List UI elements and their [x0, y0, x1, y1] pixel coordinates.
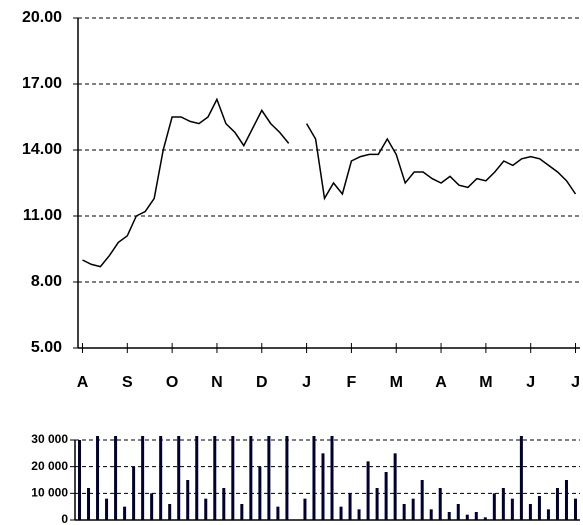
volume-bar	[222, 488, 226, 520]
x-tick-label: J	[302, 374, 311, 391]
volume-bar	[195, 436, 199, 520]
volume-bar	[375, 488, 379, 520]
volume-bar	[321, 453, 325, 520]
volume-bar	[339, 506, 343, 520]
volume-bar	[276, 506, 280, 520]
y-tick-label: 20.00	[22, 9, 62, 26]
volume-bar	[564, 480, 568, 520]
volume-bar	[213, 436, 217, 520]
volume-bar	[537, 496, 541, 520]
volume-bar	[330, 436, 334, 520]
volume-bar	[384, 472, 388, 520]
volume-bar	[123, 506, 127, 520]
volume-bar	[159, 436, 163, 520]
y-tick-label: 20 000	[31, 459, 68, 473]
volume-bar	[231, 436, 235, 520]
volume-bar	[303, 498, 307, 520]
x-tick-label: N	[211, 374, 223, 391]
volume-bar	[402, 504, 406, 520]
volume-bar	[447, 512, 451, 520]
volume-bar	[429, 509, 433, 520]
volume-bar	[312, 436, 316, 520]
x-tick-label: M	[390, 374, 403, 391]
volume-bar	[141, 436, 145, 520]
volume-bar	[258, 466, 262, 520]
volume-bar	[546, 509, 550, 520]
volume-bar	[528, 504, 532, 520]
volume-bar	[267, 436, 271, 520]
y-tick-label: 11.00	[23, 207, 62, 224]
x-tick-label: J	[571, 374, 580, 391]
volume-bar	[456, 504, 460, 520]
volume-bar	[150, 493, 154, 520]
volume-bars	[78, 436, 577, 520]
x-tick-label: S	[122, 374, 133, 391]
volume-bar	[510, 498, 514, 520]
volume-bar	[177, 436, 181, 520]
volume-bar	[348, 493, 352, 520]
y-tick-label: 10 000	[31, 486, 68, 500]
volume-bar	[420, 480, 424, 520]
volume-bar	[438, 488, 442, 520]
x-tick-label: D	[256, 374, 268, 391]
volume-bar	[411, 498, 415, 520]
volume-bar	[114, 436, 118, 520]
x-tick-label: M	[479, 374, 492, 391]
volume-bar	[366, 461, 370, 520]
x-tick-label: J	[526, 374, 535, 391]
y-tick-label: 14.00	[22, 141, 62, 158]
volume-bar	[474, 512, 478, 520]
volume-bar	[249, 436, 253, 520]
x-tick-label: A	[77, 374, 89, 391]
volume-bar	[393, 453, 397, 520]
y-tick-label: 0	[61, 512, 68, 525]
volume-bar	[555, 488, 559, 520]
volume-bar	[186, 480, 190, 520]
volume-bar	[105, 498, 109, 520]
volume-bar	[240, 504, 244, 520]
volume-bar	[573, 498, 577, 520]
volume-bar	[501, 488, 505, 520]
volume-bar	[78, 440, 82, 520]
volume-bar	[465, 514, 469, 520]
y-tick-label: 8.00	[31, 273, 62, 290]
volume-bar	[204, 498, 208, 520]
volume-bar	[357, 509, 361, 520]
volume-bar	[132, 466, 136, 520]
price-line	[82, 97, 577, 268]
x-tick-label: F	[347, 374, 357, 391]
volume-bar	[519, 436, 523, 520]
x-tick-label: A	[435, 374, 447, 391]
y-tick-label: 30 000	[31, 432, 68, 446]
volume-bar	[96, 436, 100, 520]
x-tick-label: O	[166, 374, 178, 391]
volume-bar	[483, 517, 487, 520]
volume-bar	[168, 504, 172, 520]
volume-bar	[87, 488, 91, 520]
y-tick-label: 5.00	[31, 339, 62, 356]
y-tick-label: 17.00	[22, 75, 62, 92]
volume-bar	[285, 436, 289, 520]
volume-bar	[492, 493, 496, 520]
